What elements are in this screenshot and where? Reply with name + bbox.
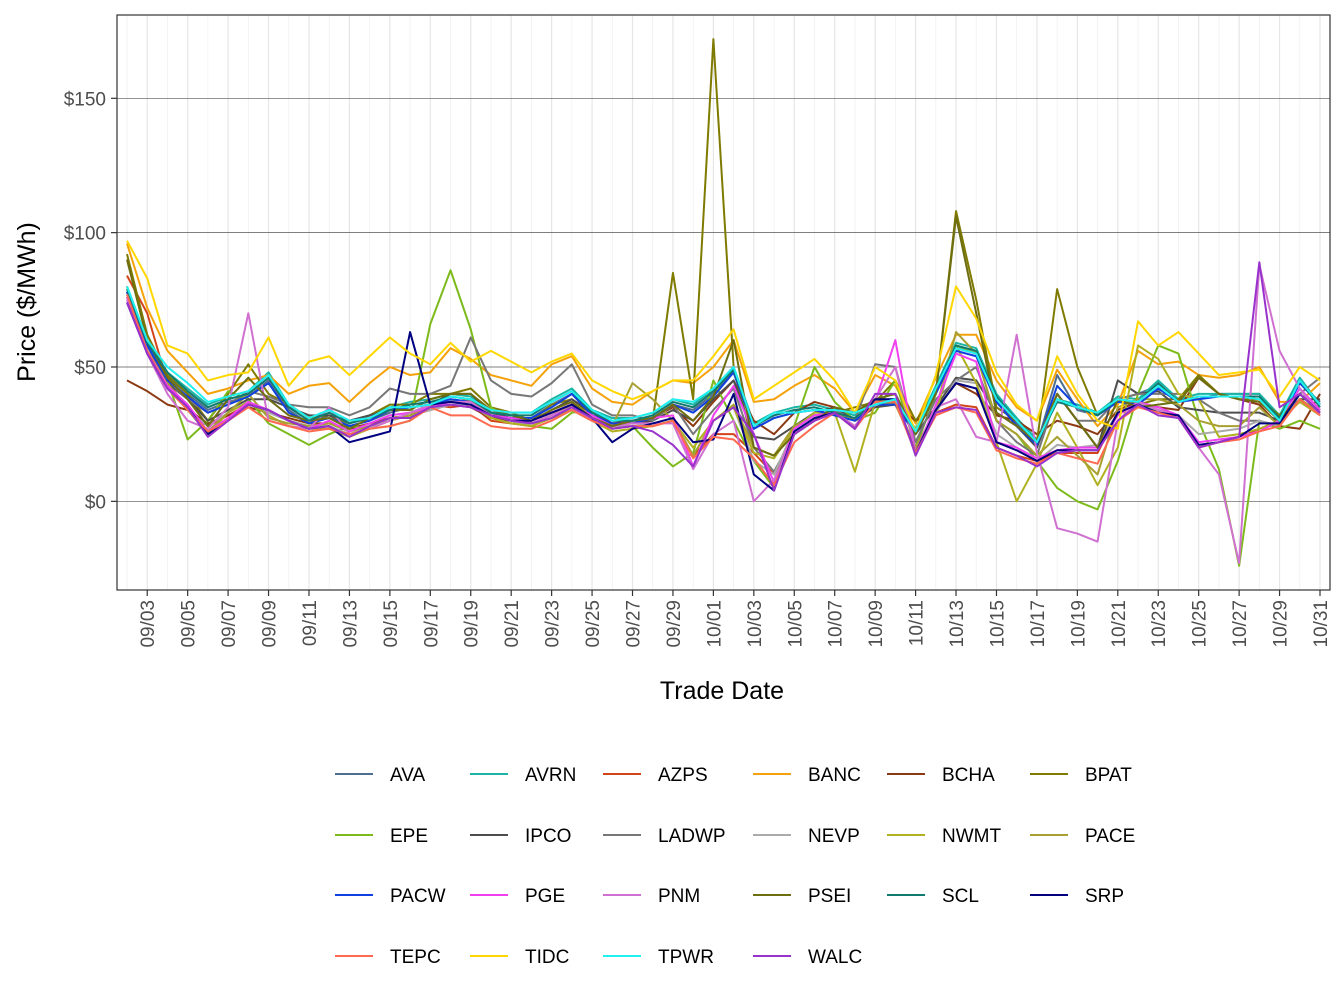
legend-label: BANC [808, 765, 861, 786]
x-tick-label: 09/23 [543, 600, 564, 648]
series-line [126, 243, 1321, 428]
x-tick-label: 10/13 [947, 600, 968, 648]
y-tick-label: $50 [74, 358, 106, 379]
y-axis-title: Price ($/MWh) [13, 222, 41, 382]
x-tick-label: 09/13 [340, 600, 361, 648]
grid [117, 15, 1330, 590]
legend: AVA AVRN AZPS BANC BCHA BPAT EPE IPCO LADWP NEVP N… [335, 765, 1135, 968]
legend-label: AVRN [525, 765, 576, 786]
x-tick-label: 10/29 [1271, 600, 1292, 648]
x-tick-label: 09/19 [462, 600, 483, 648]
legend-label: SRP [1085, 886, 1124, 907]
series-line [126, 291, 1320, 449]
legend-label: PACW [390, 886, 446, 907]
legend-label: PGE [525, 886, 565, 907]
x-tick-label: 09/07 [219, 600, 240, 648]
x-tick-label: 09/03 [138, 600, 159, 648]
legend-label: TEPC [390, 947, 441, 968]
x-tick-label: 09/09 [260, 600, 281, 648]
x-tick-label: 10/11 [907, 600, 928, 646]
legend-label: NEVP [808, 826, 860, 847]
x-tick-label: 09/11 [300, 600, 321, 646]
legend-label: PNM [658, 886, 700, 907]
series-line [126, 261, 1321, 492]
panel-border [116, 14, 1331, 591]
x-tick-label: 10/09 [866, 600, 887, 648]
legend-label: PACE [1085, 826, 1135, 847]
legend-label: AVA [390, 765, 426, 786]
legend-label: BCHA [942, 765, 995, 786]
x-tick-label: 10/31 [1311, 600, 1332, 648]
legend-label: BPAT [1085, 765, 1132, 786]
legend-label: LADWP [658, 826, 726, 847]
legend-label: AZPS [658, 765, 708, 786]
x-tick-label: 09/27 [624, 600, 645, 648]
y-tick-label: $100 [64, 224, 106, 245]
series-line [126, 286, 1321, 444]
axes: 09/03 09/05 09/07 09/09 09/11 09/13 09/15 09/17… [64, 89, 1332, 647]
x-axis-title: Trade Date [660, 677, 784, 705]
legend-label: NWMT [942, 826, 1001, 847]
x-tick-label: 09/25 [583, 600, 604, 648]
x-tick-label: 10/15 [987, 600, 1008, 648]
series-line [126, 240, 1321, 433]
x-tick-label: 09/15 [381, 600, 402, 648]
legend-label: IPCO [525, 826, 571, 847]
legend-label: EPE [390, 826, 428, 847]
x-tick-label: 10/05 [785, 600, 806, 648]
x-tick-label: 10/27 [1230, 600, 1251, 648]
x-tick-label: 10/03 [745, 600, 766, 648]
plot-lines [126, 38, 1321, 567]
x-tick-label: 09/29 [664, 600, 685, 648]
x-tick-label: 10/21 [1109, 600, 1130, 648]
x-tick-label: 10/17 [1028, 600, 1049, 648]
legend-label: TPWR [658, 947, 714, 968]
x-tick-label: 10/23 [1149, 600, 1170, 648]
x-tick-label: 10/19 [1068, 600, 1089, 648]
x-tick-label: 09/17 [421, 600, 442, 648]
x-tick-label: 10/07 [826, 600, 847, 648]
legend-label: WALC [808, 947, 862, 968]
legend-label: TIDC [525, 947, 569, 968]
x-tick-label: 10/01 [704, 600, 725, 648]
legend-label: SCL [942, 886, 979, 907]
legend-label: PSEI [808, 886, 851, 907]
y-tick-label: $0 [85, 492, 106, 513]
x-tick-label: 10/25 [1190, 600, 1211, 648]
x-tick-label: 09/05 [179, 600, 200, 648]
y-tick-label: $150 [64, 89, 106, 110]
x-tick-label: 09/21 [502, 600, 523, 648]
